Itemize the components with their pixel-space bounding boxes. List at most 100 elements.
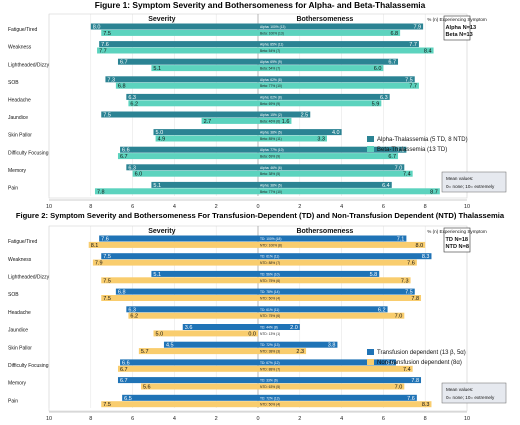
severity-value-label: 7.3 xyxy=(107,77,115,83)
severity-value-label: 2.7 xyxy=(204,119,212,125)
bothersomeness-bar xyxy=(258,241,426,248)
severity-value-label: 6.3 xyxy=(128,165,136,171)
percent-label: Beta: 54% (7) xyxy=(260,49,280,53)
severity-bar xyxy=(163,341,258,348)
severity-header: Severity xyxy=(148,228,175,235)
mean-values-text: 0= none; 10= extremely xyxy=(446,184,495,189)
severity-bar xyxy=(101,253,258,260)
bothersomeness-value-label: 6.2 xyxy=(378,307,386,313)
bothersomeness-value-label: 8.3 xyxy=(422,402,430,408)
percent-label: Beta: 54% (7) xyxy=(260,67,280,71)
bothersomeness-value-label: 0.0 xyxy=(248,331,256,337)
bothersomeness-value-label: 2.5 xyxy=(301,113,309,119)
bothersomeness-bar xyxy=(258,259,417,266)
bothersomeness-bar xyxy=(258,312,405,319)
severity-value-label: 5.1 xyxy=(153,272,161,278)
bothersomeness-bar xyxy=(258,58,399,65)
legend-swatch xyxy=(367,359,374,365)
bothersomeness-bar xyxy=(258,146,407,153)
percent-label: TD: 56% (10) xyxy=(260,272,280,276)
bothersomeness-bar xyxy=(258,164,405,171)
category-label: Memory xyxy=(8,168,27,174)
percent-label: TD: 72% (13) xyxy=(260,396,280,400)
category-label: Jaundice xyxy=(8,328,28,334)
percent-label: Beta: 77% (10) xyxy=(260,190,282,194)
bothersomeness-value-label: 8.4 xyxy=(424,49,432,55)
bothersomeness-bar xyxy=(258,181,392,188)
bothersomeness-value-label: 6.7 xyxy=(388,154,396,160)
severity-bar xyxy=(128,312,258,319)
n-box-line: Beta N=13 xyxy=(446,32,473,38)
category-label: Fatigue/Tired xyxy=(8,27,37,33)
category-label: Headache xyxy=(8,310,31,316)
category-label: Difficulty Focusing xyxy=(8,363,49,369)
x-tick-label: 2 xyxy=(215,204,218,210)
x-tick-label: 4 xyxy=(173,416,176,422)
percent-label: Alpha: 15% (2) xyxy=(260,113,282,117)
percent-label: Beta: 77% (10) xyxy=(260,84,282,88)
severity-header: Severity xyxy=(148,16,175,23)
severity-value-label: 6.5 xyxy=(124,396,132,402)
bothersomeness-bar xyxy=(258,365,413,372)
bothersomeness-bar xyxy=(258,135,327,142)
percent-label: Alpha: 46% (6) xyxy=(260,166,282,170)
percent-label: Alpha: 62% (8) xyxy=(260,95,282,99)
x-tick-label: 10 xyxy=(46,204,52,210)
severity-bar xyxy=(126,93,258,100)
bothersomeness-bar xyxy=(258,359,396,366)
category-label: SOB xyxy=(8,292,19,298)
severity-value-label: 6.6 xyxy=(122,148,130,154)
severity-bar xyxy=(99,41,258,48)
figure-1-chart: Severity Bothersomeness 10 8 6 4 2 0 2 4 6 8 10 Fatig… xyxy=(8,13,507,210)
severity-value-label: 6.7 xyxy=(120,378,128,384)
severity-value-label: 7.5 xyxy=(103,278,111,284)
severity-bar xyxy=(155,135,258,142)
bothersomeness-value-label: 8.7 xyxy=(430,189,438,195)
severity-value-label: 7.6 xyxy=(101,42,109,48)
severity-value-label: 7.5 xyxy=(103,254,111,260)
bothersomeness-bar xyxy=(258,129,342,136)
severity-value-label: 6.2 xyxy=(130,101,138,107)
bothersomeness-bar xyxy=(258,47,434,54)
bothersomeness-value-label: 7.5 xyxy=(405,77,413,83)
x-tick-label: 4 xyxy=(340,204,343,210)
severity-value-label: 6.7 xyxy=(120,367,128,373)
percent-label: TD: 33% (6) xyxy=(260,379,278,383)
bothersomeness-value-label: 6.4 xyxy=(382,183,390,189)
bothersomeness-value-label: 7.0 xyxy=(395,385,403,391)
severity-bar xyxy=(101,295,258,301)
severity-value-label: 7.5 xyxy=(103,31,111,37)
bothersomeness-bar xyxy=(258,324,300,330)
mean-values-title: Mean values: xyxy=(446,176,473,181)
bothersomeness-bar xyxy=(258,76,415,83)
category-label: Skin Pallor xyxy=(8,345,32,351)
severity-value-label: 7.7 xyxy=(99,49,107,55)
severity-value-label: 8.0 xyxy=(93,25,101,31)
bothersomeness-value-label: 3.8 xyxy=(328,343,336,349)
severity-value-label: 7.6 xyxy=(101,237,109,243)
bothersomeness-bar xyxy=(258,295,422,301)
percent-label: NTD: 50% (4) xyxy=(260,297,280,301)
bothersomeness-value-label: 7.6 xyxy=(407,261,415,267)
x-tick-label: 8 xyxy=(89,204,92,210)
severity-value-label: 6.3 xyxy=(128,95,136,101)
severity-bar xyxy=(105,76,259,83)
figure-2-chart: Severity Bothersomeness 10 8 6 4 2 0 2 4 6 8 10 Fatig… xyxy=(8,225,507,422)
category-label: Headache xyxy=(8,98,31,104)
percent-label: TD: 72% (13) xyxy=(260,343,280,347)
severity-bar xyxy=(92,259,258,266)
percent-label: NTD: 38% (3) xyxy=(260,350,280,354)
legend-swatch xyxy=(367,136,374,142)
bothersomeness-value-label: 2.0 xyxy=(290,325,298,331)
x-tick-label: 2 xyxy=(298,416,301,422)
severity-bar xyxy=(182,324,258,330)
severity-value-label: 7.8 xyxy=(97,189,105,195)
severity-bar xyxy=(138,348,258,355)
legend-label: Non-transfusion dependent (8α) xyxy=(377,360,462,366)
x-tick-label: 0 xyxy=(256,204,259,210)
category-label: Memory xyxy=(8,381,27,387)
bothersomeness-value-label: 5.9 xyxy=(372,101,380,107)
bothersomeness-value-label: 7.8 xyxy=(411,296,419,302)
severity-value-label: 6.0 xyxy=(135,172,143,178)
percent-label: NTD: 88% (7) xyxy=(260,367,280,371)
